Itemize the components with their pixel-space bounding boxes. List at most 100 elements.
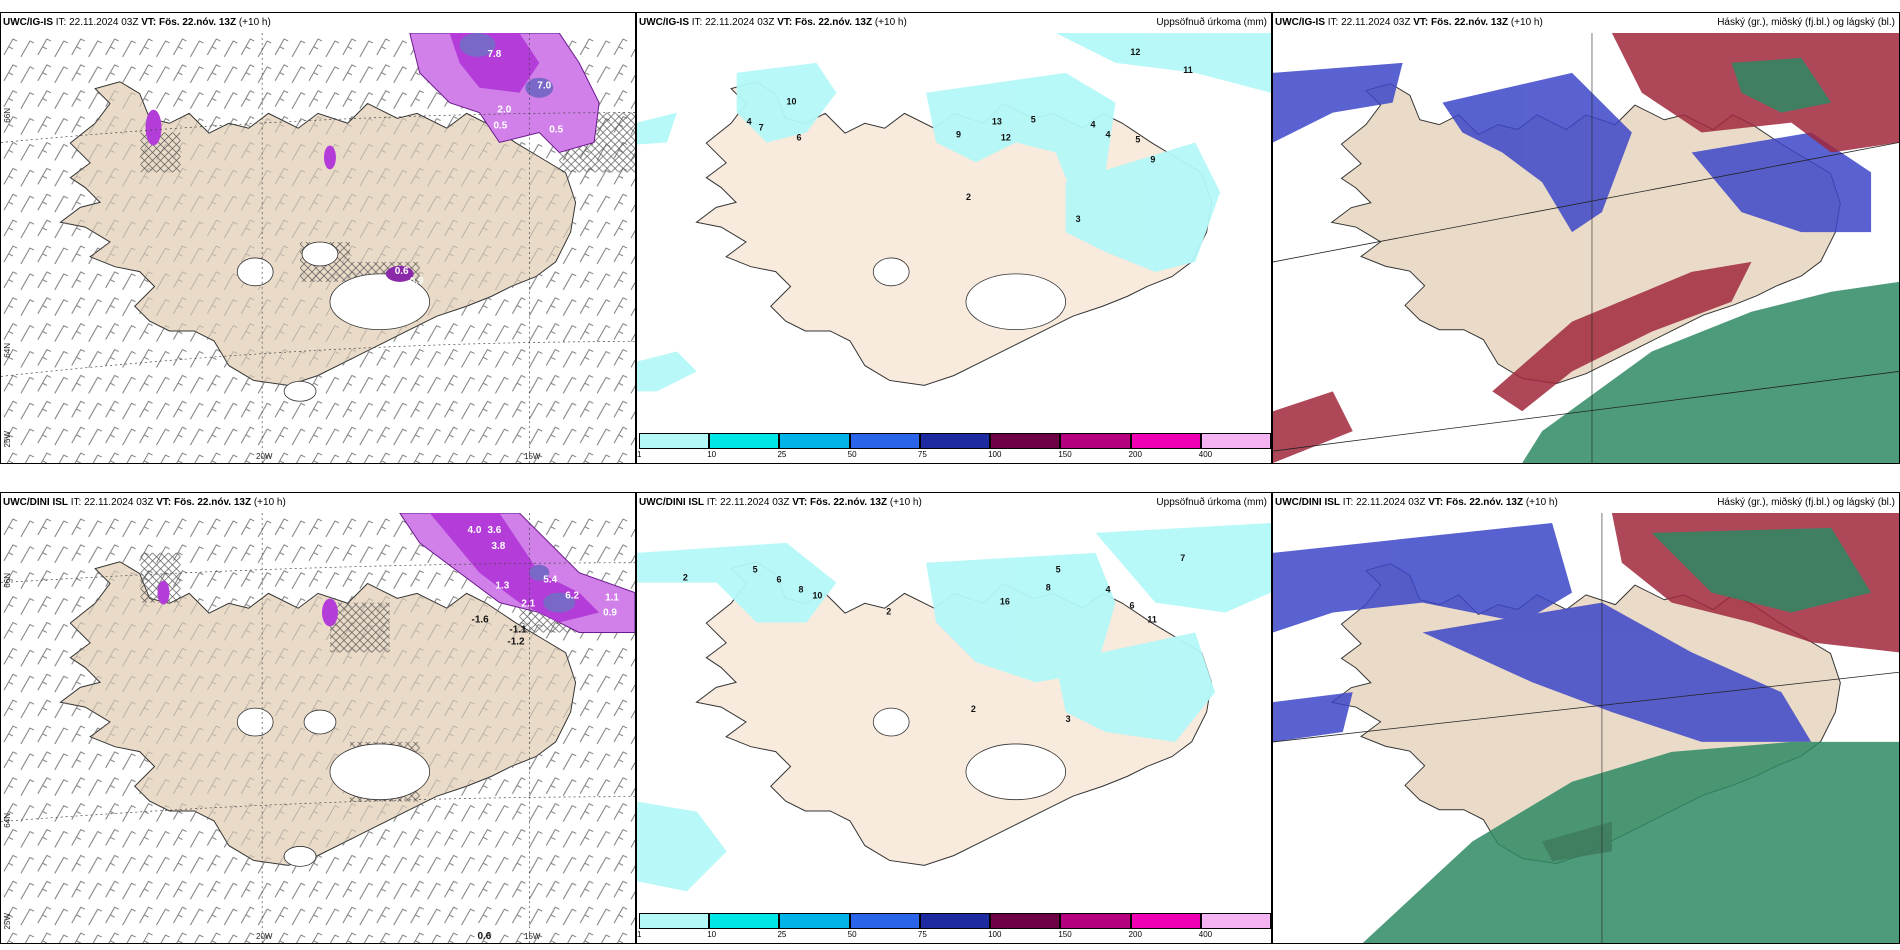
precip-map[interactable]: 12 11 10 4 7 6 9 13 12 5 4 4 5 9 3 2 [637, 33, 1271, 463]
valid-time: VT: Fös. 22.nóv. 13Z [156, 497, 252, 508]
model-name: UWC/DINI ISL [3, 497, 68, 508]
precip-value-label: 16 [1000, 597, 1010, 607]
colorbar-label: 1 [637, 450, 642, 459]
precip-value-label: 12 [1001, 133, 1011, 143]
wind-value-label: 1.1 [605, 593, 619, 604]
colorbar-swatch [1130, 913, 1201, 929]
precip-value-label: 10 [787, 97, 797, 107]
colorbar-swatch [849, 433, 920, 449]
lead-time: (+10 h) [1525, 497, 1558, 508]
colorbar-label: 200 [1128, 930, 1142, 939]
map-panel-clouds-top: UWC/IG-IS IT: 22.11.2024 03Z VT: Fös. 22… [1272, 12, 1900, 464]
wind-value-label: 2.1 [521, 599, 535, 610]
precip-value-label: 8 [798, 585, 803, 595]
colorbar-swatch [709, 913, 780, 929]
colorbar-swatch [990, 433, 1061, 449]
precip-value-label: 5 [753, 565, 758, 575]
wind-value-label: 7.0 [537, 81, 551, 92]
precip-value-label: 10 [812, 591, 822, 601]
panel-title: Háský (gr.), miðský (fj.bl.) og lágský (… [1717, 17, 1895, 28]
lon-label: 15W [524, 452, 541, 461]
lon-label: 20W [256, 932, 273, 941]
colorbar-swatch [709, 433, 780, 449]
wind-map[interactable]: 4.0 3.6 3.8 5.4 6.2 1.1 0.9 1.3 2.1 -1.6… [1, 513, 635, 943]
panel-header: UWC/DINI ISL IT: 22.11.2024 03Z VT: Fös.… [1, 493, 635, 513]
colorbar-swatch [919, 913, 991, 929]
precip-value-label: 4 [1106, 585, 1111, 595]
init-time: IT: 22.11.2024 03Z [1342, 497, 1426, 508]
colorbar-swatch [779, 433, 850, 449]
wind-value-label: 0.9 [603, 608, 617, 619]
panel-title: Uppsöfnuð úrkoma (mm) [1156, 17, 1267, 28]
lat-label: 66N [3, 108, 12, 123]
colorbar-label: 75 [917, 930, 927, 939]
precip-colorbar: 1 10 25 50 75 100 150 200 400 [637, 913, 1271, 941]
init-time: IT: 22.11.2024 03Z [70, 497, 154, 508]
init-time: IT: 22.11.2024 03Z [55, 17, 139, 28]
wind-value-label: 0.5 [493, 121, 507, 132]
model-name: UWC/IG-IS [1275, 17, 1325, 28]
wind-value-label: 4.0 [468, 525, 482, 536]
map-panel-precip-bottom: UWC/DINI ISL IT: 22.11.2024 03Z VT: Fös.… [636, 492, 1272, 944]
colorbar-swatch [919, 433, 991, 449]
precip-value-label: 5 [1056, 565, 1061, 575]
precip-value-label: 2 [683, 573, 688, 583]
colorbar-swatch [1130, 433, 1201, 449]
wind-value-label: 3.8 [491, 541, 505, 552]
precip-map[interactable]: 2 5 6 8 10 16 2 5 8 7 11 4 6 2 3 [637, 513, 1271, 943]
precip-value-label: 2 [966, 192, 971, 202]
precip-field [637, 522, 1271, 892]
precip-field [637, 33, 1271, 392]
colorbar-label: 10 [707, 450, 717, 459]
model-name: UWC/DINI ISL [1275, 497, 1340, 508]
map-panel-precip-top: UWC/IG-IS IT: 22.11.2024 03Z VT: Fös. 22… [636, 12, 1272, 464]
precip-blob [145, 33, 600, 282]
precip-values: 2 5 6 8 10 16 2 5 8 7 11 4 6 2 3 [683, 553, 1185, 724]
snow-patches [236, 241, 431, 402]
precip-colorbar: 1 10 25 50 75 100 150 200 400 [637, 433, 1271, 461]
cloud-map[interactable] [1273, 33, 1899, 463]
low-cloud [1273, 62, 1872, 233]
colorbar-swatch [1060, 913, 1131, 929]
precip-value-label: 11 [1147, 614, 1156, 624]
valid-time: VT: Fös. 22.nóv. 13Z [141, 17, 237, 28]
valid-time: VT: Fös. 22.nóv. 13Z [777, 17, 873, 28]
colorbar-label: 200 [1128, 450, 1142, 459]
precip-value-label: 7 [759, 123, 764, 133]
lon-label: 25W [3, 431, 12, 448]
wind-value-label: 5.4 [543, 575, 557, 586]
snow-patches [872, 257, 1067, 331]
map-panel-wind-top: UWC/IG-IS IT: 22.11.2024 03Z VT: Fös. 22… [0, 12, 636, 464]
high-cloud [1362, 527, 1899, 943]
precip-value-label: 5 [1031, 115, 1036, 125]
colorbar-label: 10 [707, 930, 717, 939]
panel-header: UWC/DINI ISL IT: 22.11.2024 03Z VT: Fös.… [1273, 493, 1899, 513]
lead-time: (+10 h) [889, 497, 922, 508]
colorbar-label: 75 [917, 450, 927, 459]
high-cloud [1522, 57, 1899, 463]
wind-map[interactable]: 7.8 7.0 2.0 0.5 0.5 0.6 0.9 [1, 33, 635, 463]
wind-value-label: 7.8 [487, 49, 501, 60]
precip-value-label: 11 [1183, 65, 1192, 75]
colorbar-swatch [1060, 433, 1131, 449]
lead-time: (+10 h) [1510, 17, 1543, 28]
wind-value-label: 3.6 [487, 525, 501, 536]
valid-time: VT: Fös. 22.nóv. 13Z [1413, 17, 1509, 28]
snow-patches [236, 707, 431, 867]
model-name: UWC/DINI ISL [639, 497, 704, 508]
lat-label: 64N [3, 813, 12, 828]
panel-header: UWC/IG-IS IT: 22.11.2024 03Z VT: Fös. 22… [1273, 13, 1899, 33]
colorbar-label: 100 [988, 450, 1002, 459]
precip-value-label: 6 [777, 575, 782, 585]
lon-label: 20W [256, 452, 273, 461]
wind-values: 4.0 3.6 3.8 5.4 6.2 1.1 0.9 1.3 2.1 -1.6… [468, 525, 620, 942]
wind-value-label: -1.1 [509, 624, 527, 635]
precip-values: 12 11 10 4 7 6 9 13 12 5 4 4 5 9 3 2 [747, 47, 1193, 224]
panel-title: Háský (gr.), miðský (fj.bl.) og lágský (… [1717, 497, 1895, 508]
wind-value-label: 0.5 [549, 125, 563, 136]
colorbar-label: 400 [1198, 450, 1213, 459]
colorbar-swatch [639, 433, 710, 449]
colorbar-label: 100 [988, 930, 1002, 939]
cloud-map[interactable] [1273, 513, 1899, 943]
precip-value-label: 13 [992, 117, 1002, 127]
